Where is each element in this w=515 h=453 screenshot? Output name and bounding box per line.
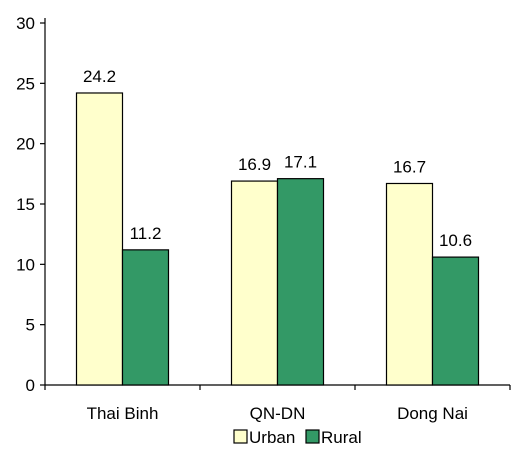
y-tick-label: 30 — [16, 14, 35, 33]
bars — [75, 92, 480, 386]
y-tick-label: 5 — [26, 316, 35, 335]
data-label: 16.9 — [238, 155, 271, 174]
y-tick-label: 15 — [16, 195, 35, 214]
y-tick-label: 25 — [16, 74, 35, 93]
legend-swatch-rural — [305, 429, 320, 444]
bar-urban — [230, 180, 279, 386]
axes: 0 5 10 15 20 25 30 Thai Binh QN-DN Dong Nai — [16, 14, 511, 423]
legend: Urban Rural — [233, 428, 362, 447]
x-tick-label: QN-DN — [250, 404, 306, 423]
x-tick-label: Thai Binh — [87, 404, 159, 423]
y-tick-label: 20 — [16, 135, 35, 154]
data-label: 24.2 — [83, 67, 116, 86]
legend-label-urban: Urban — [249, 428, 295, 447]
y-tick-label: 0 — [26, 376, 35, 395]
data-labels: 24.2 16.9 16.7 11.2 17.1 10.6 — [83, 67, 472, 250]
bar-rural — [276, 178, 325, 386]
bar-urban — [385, 182, 434, 386]
y-tick-label: 10 — [16, 255, 35, 274]
data-label: 17.1 — [284, 153, 317, 172]
bar-urban — [75, 92, 124, 386]
data-label: 16.7 — [393, 157, 426, 176]
x-tick-label: Dong Nai — [397, 404, 468, 423]
legend-swatch-urban — [233, 429, 248, 444]
data-label: 10.6 — [439, 231, 472, 250]
legend-label-rural: Rural — [321, 428, 362, 447]
data-label: 11.2 — [130, 224, 162, 243]
bar-rural — [121, 249, 170, 386]
bar-rural — [431, 256, 480, 386]
